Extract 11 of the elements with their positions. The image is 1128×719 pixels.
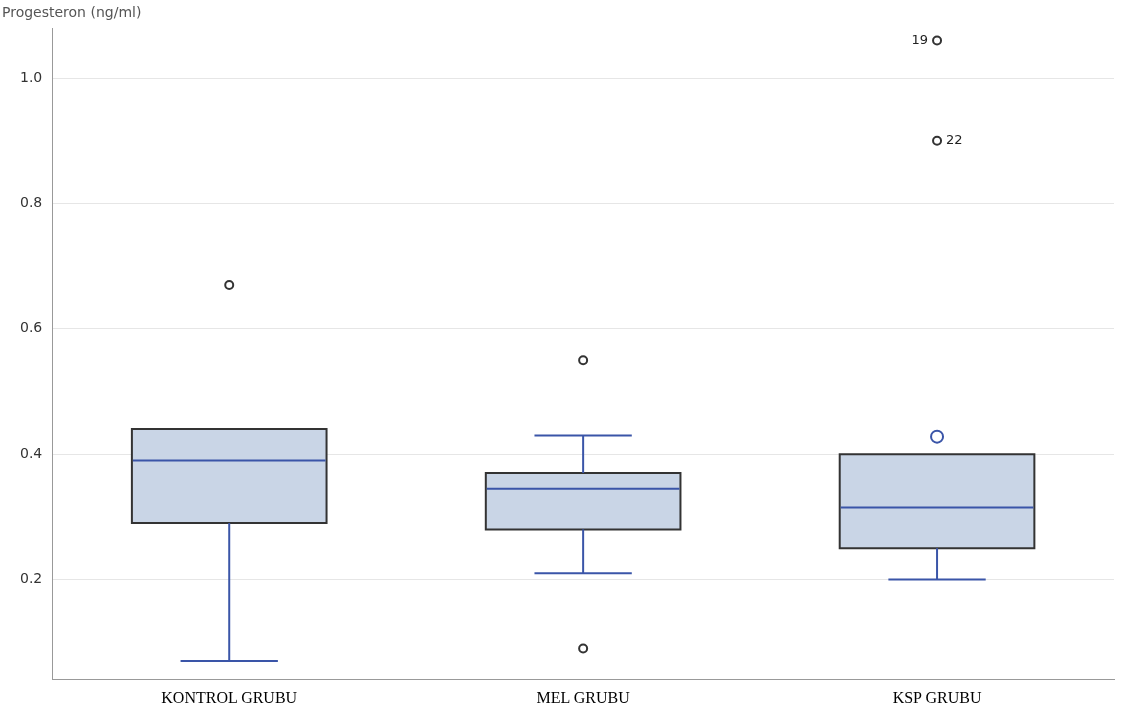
y-tick-label: 0.4	[20, 444, 43, 461]
y-tick-label: 0.6	[20, 319, 43, 336]
x-tick-label: KSP GRUBU	[892, 688, 982, 706]
y-axis-title: Progesteron (ng/ml)	[2, 4, 142, 20]
annotation: 19	[911, 31, 929, 47]
y-tick-label: 0.8	[20, 194, 43, 211]
y-tick-label: 1.0	[20, 68, 43, 85]
x-tick-label: MEL GRUBU	[536, 688, 631, 706]
x-tick-label: KONTROL GRUBU	[161, 688, 298, 706]
annotation: 22	[946, 132, 963, 148]
y-tick-label: 0.2	[20, 570, 43, 587]
